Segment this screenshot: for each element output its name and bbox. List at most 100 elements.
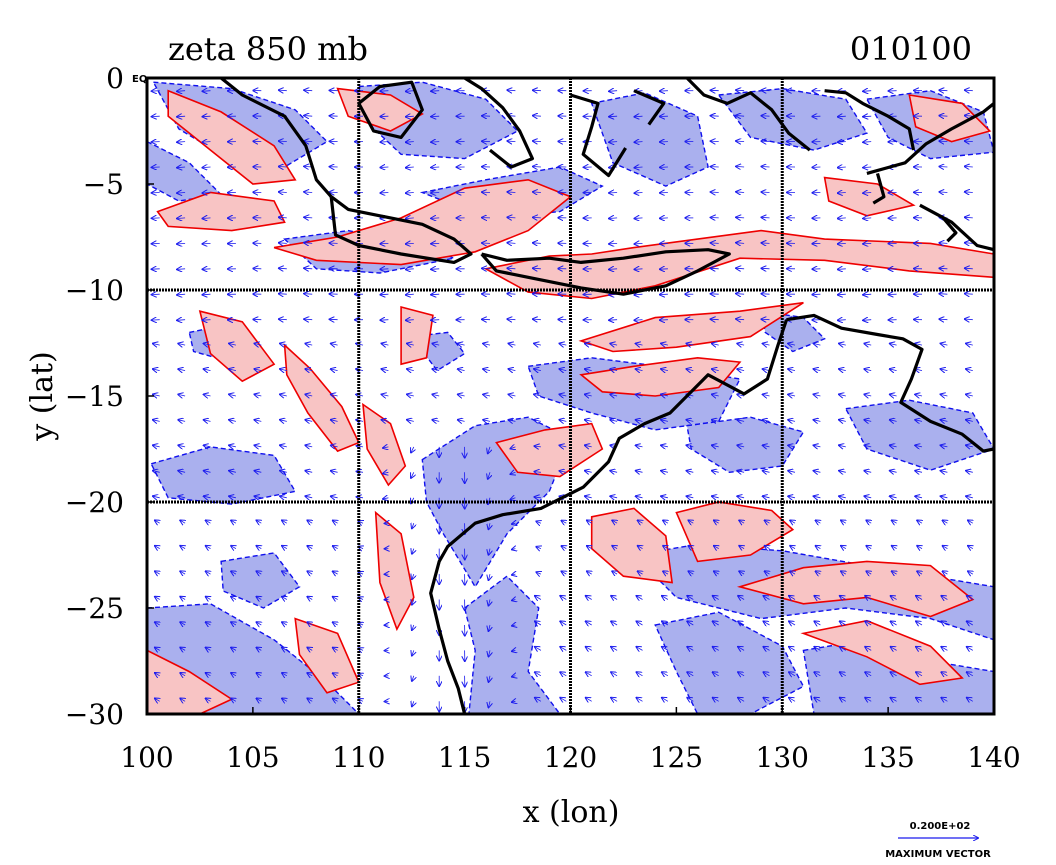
wind-vector bbox=[788, 344, 796, 346]
wind-vector bbox=[357, 446, 364, 447]
negative-vorticity-region bbox=[760, 310, 826, 353]
wind-vector bbox=[533, 294, 541, 295]
wind-vector bbox=[203, 116, 211, 117]
wind-vector bbox=[609, 91, 618, 92]
wind-vector bbox=[968, 520, 973, 523]
wind-vector bbox=[206, 546, 211, 549]
y-tick-label: 0 bbox=[106, 62, 124, 95]
wind-vector bbox=[304, 116, 313, 117]
wind-vector bbox=[177, 116, 186, 117]
wind-vector bbox=[406, 142, 414, 143]
wind-vector bbox=[534, 394, 541, 396]
wind-vector bbox=[587, 571, 592, 574]
wind-vector bbox=[231, 699, 236, 702]
wind-vector bbox=[331, 496, 338, 498]
wind-vector bbox=[204, 369, 211, 371]
wind-vector bbox=[483, 344, 491, 346]
wind-vector bbox=[304, 90, 313, 91]
wind-vector bbox=[637, 647, 643, 651]
wind-vector bbox=[661, 420, 668, 422]
wind-vector bbox=[562, 521, 567, 524]
wind-vector bbox=[307, 673, 312, 676]
x-tick-label: 100 bbox=[120, 741, 173, 774]
wind-vector bbox=[738, 698, 745, 702]
wind-vector bbox=[585, 369, 592, 371]
wind-vector bbox=[965, 166, 973, 167]
wind-vector bbox=[512, 574, 515, 575]
wind-vector bbox=[257, 520, 262, 523]
wind-vector bbox=[765, 520, 770, 523]
wind-vector bbox=[635, 116, 643, 117]
wind-vector bbox=[282, 622, 287, 625]
wind-vector bbox=[763, 420, 770, 422]
wind-vector bbox=[661, 344, 668, 346]
wind-vector bbox=[612, 520, 617, 523]
wind-vector bbox=[180, 520, 185, 523]
wind-vector bbox=[305, 369, 313, 371]
wind-vector bbox=[838, 320, 846, 321]
wind-vector bbox=[560, 672, 567, 676]
wind-vector bbox=[840, 672, 847, 676]
wind-vector bbox=[788, 471, 796, 473]
wind-vector bbox=[304, 243, 313, 244]
wind-vector bbox=[533, 243, 541, 244]
wind-vector bbox=[587, 546, 592, 549]
coastline bbox=[633, 89, 666, 126]
wind-vector bbox=[359, 674, 364, 676]
wind-vector bbox=[507, 319, 516, 320]
wind-vector bbox=[866, 546, 871, 549]
wind-vector bbox=[483, 420, 491, 422]
wind-vector bbox=[257, 571, 262, 574]
wind-vector bbox=[331, 445, 338, 447]
grid-lines bbox=[147, 78, 994, 714]
wind-vector bbox=[280, 445, 287, 447]
wind-vector bbox=[382, 369, 389, 371]
wind-vector bbox=[915, 445, 923, 447]
wind-vector bbox=[535, 621, 542, 625]
wind-vector bbox=[711, 116, 719, 117]
wind-vector bbox=[609, 269, 618, 270]
wind-vector bbox=[838, 243, 846, 244]
wind-vector bbox=[636, 394, 643, 396]
wind-vector bbox=[305, 394, 313, 396]
wind-vector bbox=[965, 116, 973, 117]
wind-vector bbox=[892, 546, 897, 549]
wind-vector bbox=[863, 142, 872, 143]
wind-vector bbox=[203, 218, 211, 219]
wind-vector bbox=[713, 698, 719, 702]
wind-vector bbox=[965, 294, 973, 295]
wind-vector bbox=[282, 648, 287, 651]
wind-vector bbox=[939, 243, 948, 244]
wind-vector bbox=[890, 471, 897, 473]
wind-vector bbox=[789, 596, 796, 600]
wind-vector bbox=[611, 698, 618, 702]
wind-vector bbox=[406, 320, 414, 321]
wind-vector bbox=[331, 369, 338, 371]
wind-vector bbox=[280, 496, 287, 498]
wind-vector bbox=[206, 520, 211, 523]
wind-vector bbox=[488, 497, 490, 504]
wind-vector bbox=[412, 600, 414, 605]
wind-vector bbox=[611, 596, 618, 600]
wind-vector bbox=[488, 472, 490, 479]
wind-vector bbox=[203, 142, 211, 143]
wind-vector bbox=[611, 672, 618, 676]
wind-vector bbox=[838, 294, 846, 295]
wind-vector bbox=[941, 420, 948, 422]
wind-vector bbox=[585, 344, 592, 346]
wind-vector bbox=[304, 268, 313, 269]
coastline bbox=[329, 195, 473, 264]
wind-vector bbox=[637, 621, 643, 625]
wind-vector bbox=[636, 471, 643, 473]
wind-vector bbox=[891, 647, 897, 651]
wind-vector bbox=[814, 596, 821, 600]
wind-vector bbox=[967, 698, 974, 702]
wind-vector bbox=[406, 243, 414, 244]
x-tick-label: 135 bbox=[861, 741, 914, 774]
wind-vector bbox=[968, 546, 973, 549]
wind-vector bbox=[458, 344, 465, 346]
wind-vector bbox=[637, 698, 643, 702]
coastline bbox=[685, 78, 811, 152]
wind-vector bbox=[489, 650, 491, 656]
wind-vector bbox=[763, 369, 770, 371]
